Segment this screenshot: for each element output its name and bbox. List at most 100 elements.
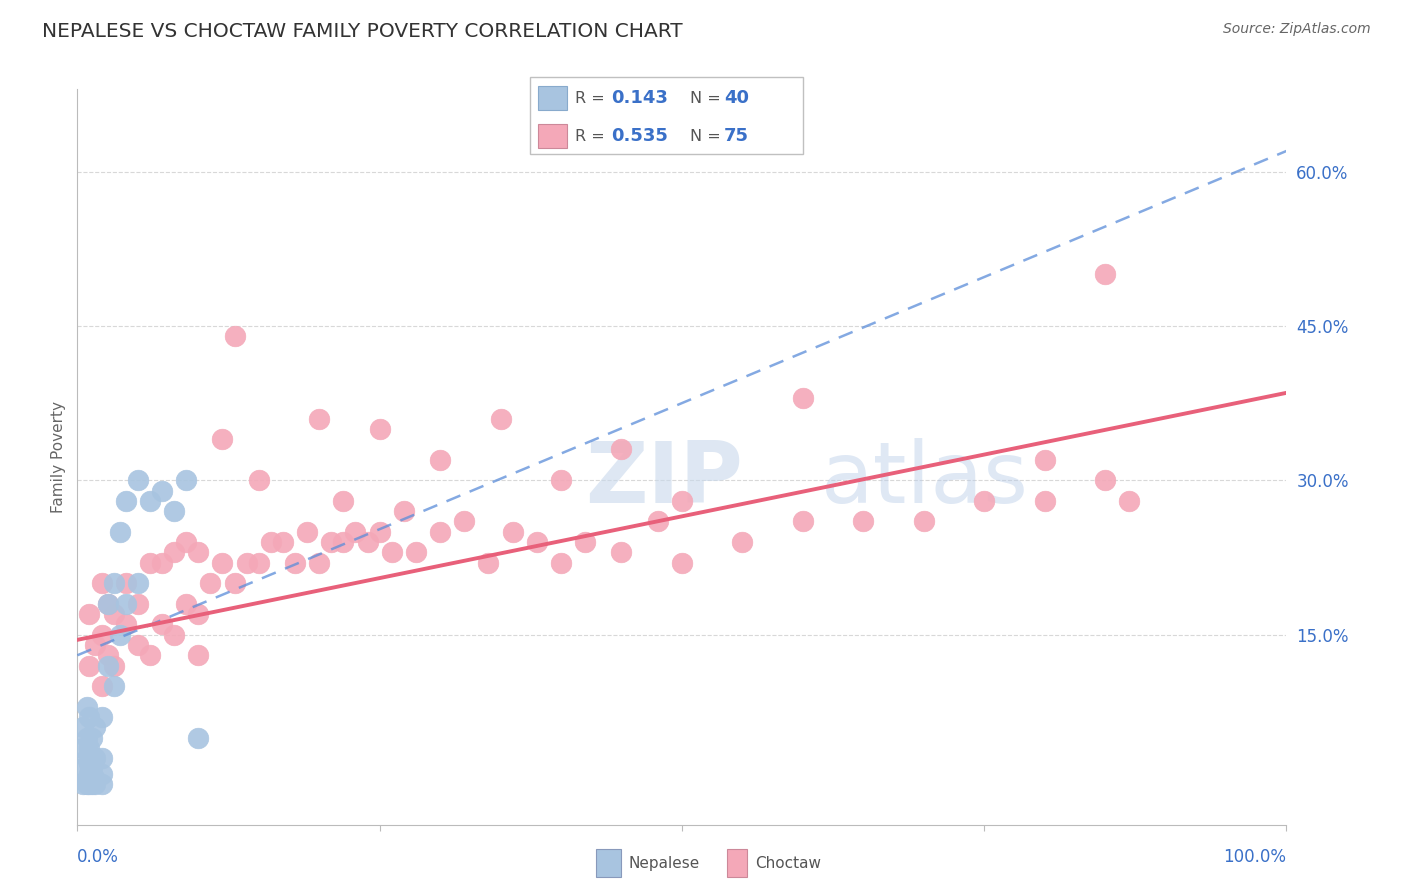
Point [308,411,330,425]
Point [84,720,107,734]
Point [610,545,633,559]
Point [76,699,98,714]
Point [211,556,233,570]
Point [174,597,197,611]
Point [284,556,307,570]
Point [84,777,107,791]
Point [80,777,103,791]
Point [356,535,378,549]
Point [79,766,101,780]
Point [247,473,270,487]
Point [103,576,125,591]
Point [150,556,173,570]
Point [187,607,209,621]
Text: ZIP: ZIP [585,438,742,521]
Point [76,777,98,791]
Point [84,638,107,652]
Point [150,483,173,498]
Point [114,597,136,611]
Point [453,515,475,529]
Point [103,658,125,673]
Point [90,628,112,642]
Point [79,658,101,673]
Point [1094,268,1116,282]
Point [912,515,935,529]
Point [72,720,94,734]
Text: N =: N = [690,128,727,144]
Point [792,391,814,405]
Point [671,556,693,570]
Point [308,556,330,570]
Text: Choctaw: Choctaw [755,855,821,871]
Point [103,607,125,621]
Point [792,515,814,529]
Point [200,576,222,591]
Point [187,731,209,745]
Point [114,617,136,632]
Point [295,524,318,539]
Point [127,638,149,652]
Point [647,515,669,529]
Point [90,710,112,724]
Point [108,524,131,539]
Point [852,515,875,529]
Bar [596,849,621,877]
Point [224,576,246,591]
Point [96,648,118,663]
Point [139,648,162,663]
Point [79,710,101,724]
Point [76,731,98,745]
Point [139,556,162,570]
Point [211,432,233,446]
FancyBboxPatch shape [530,78,803,154]
Point [72,740,94,755]
Point [381,545,404,559]
Point [139,494,162,508]
Point [79,607,101,621]
Point [526,535,548,549]
Point [72,762,94,776]
Text: 40: 40 [724,89,749,107]
Point [174,473,197,487]
Point [344,524,367,539]
Point [84,772,107,786]
Point [321,535,343,549]
Point [224,329,246,343]
Point [90,679,112,693]
Point [368,524,391,539]
Point [90,777,112,791]
Point [429,452,451,467]
Point [79,740,101,755]
Point [392,504,415,518]
Point [187,545,209,559]
Point [79,756,101,771]
Point [332,535,354,549]
Text: 0.143: 0.143 [612,89,668,107]
Point [1033,452,1056,467]
Bar [538,124,567,148]
Point [429,524,451,539]
Bar [727,849,748,877]
Point [127,576,149,591]
Text: 100.0%: 100.0% [1223,847,1286,866]
Point [80,731,103,745]
Text: N =: N = [690,91,727,106]
Point [127,473,149,487]
Point [76,751,98,765]
Point [114,576,136,591]
Point [80,762,103,776]
Point [174,535,197,549]
Point [1094,473,1116,487]
Point [187,648,209,663]
Point [610,442,633,457]
Point [405,545,427,559]
Point [96,597,118,611]
Point [127,597,149,611]
Point [114,494,136,508]
Point [84,751,107,765]
Point [332,494,354,508]
Point [90,751,112,765]
Text: R =: R = [575,128,610,144]
Point [103,679,125,693]
Point [90,766,112,780]
